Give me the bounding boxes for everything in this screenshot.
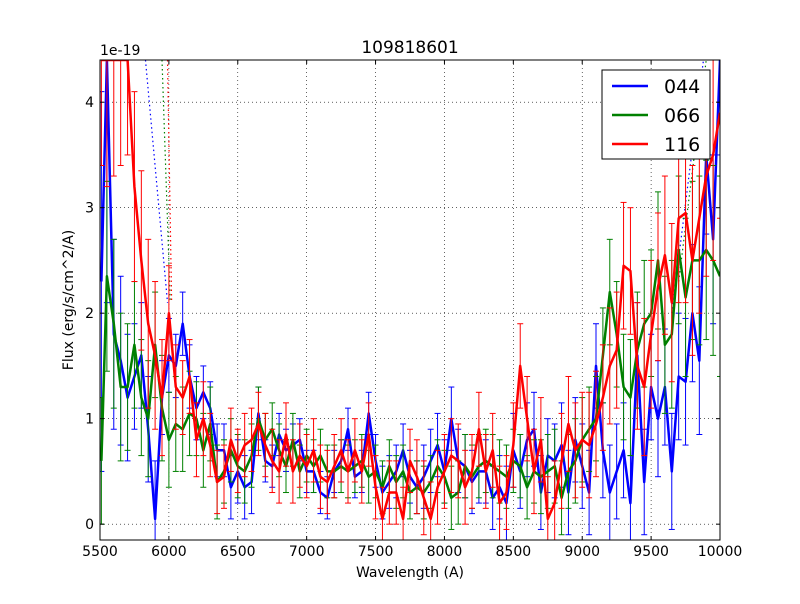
- y-tick-label: 3: [85, 201, 94, 217]
- extrapolation-line: [144, 60, 169, 303]
- x-tick-label: 10000: [698, 544, 743, 560]
- x-tick-label: 6000: [151, 544, 187, 560]
- extrapolation-line: [678, 60, 707, 282]
- y-tick-label: 2: [85, 306, 94, 322]
- legend: 044 066 116: [601, 69, 711, 160]
- x-tick-label: 5500: [82, 544, 118, 560]
- plot-area: [100, 60, 720, 540]
- extrapolation-line: [166, 60, 173, 303]
- x-tick-label: 7500: [358, 544, 394, 560]
- x-tick-label: 9500: [633, 544, 669, 560]
- x-axis-label: Wavelength (A): [356, 565, 464, 581]
- legend-label-116: 116: [664, 134, 700, 156]
- x-tick-label: 7000: [289, 544, 325, 560]
- y-tick-label: 1: [85, 412, 94, 428]
- axes-frame: [99, 59, 721, 541]
- y-tick-label: 4: [85, 95, 94, 111]
- x-tick-label: 6500: [220, 544, 256, 560]
- y-axis-label: Flux (erg/s/cm^2/A): [61, 230, 77, 370]
- series-116: [100, 60, 720, 540]
- y-tick-label: 0: [85, 517, 94, 533]
- chart-title: 109818601: [361, 38, 458, 58]
- x-tick-label: 9000: [564, 544, 600, 560]
- series-line-116: [101, 60, 720, 521]
- x-tick-label: 8000: [427, 544, 463, 560]
- legend-label-044: 044: [664, 76, 700, 98]
- legend-label-066: 066: [664, 105, 700, 127]
- x-tick-label: 8500: [496, 544, 532, 560]
- data-series: [100, 60, 720, 540]
- axis-ticks: 5500 6000 6500 7000 7500 8000 8500 9000 9500 1000…: [82, 60, 742, 560]
- y-offset-label: 1e-19: [100, 43, 140, 59]
